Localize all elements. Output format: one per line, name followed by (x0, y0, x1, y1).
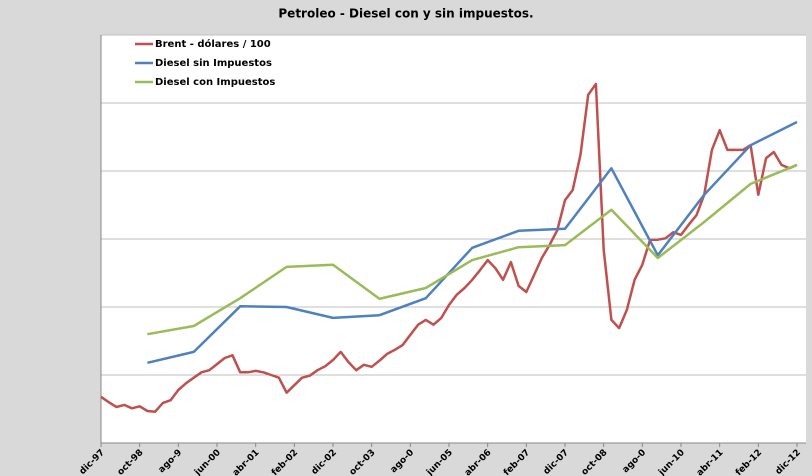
series-line (100, 82, 798, 413)
legend-label: Diesel con Impuestos (155, 77, 275, 88)
legend-label: Brent - dólares / 100 (155, 38, 271, 50)
legend-label: Diesel sin Impuestos (155, 58, 272, 69)
series-line (147, 120, 798, 365)
chart-title: Petroleo - Diesel con y sin impuestos. (278, 7, 533, 21)
series-line (147, 163, 798, 336)
